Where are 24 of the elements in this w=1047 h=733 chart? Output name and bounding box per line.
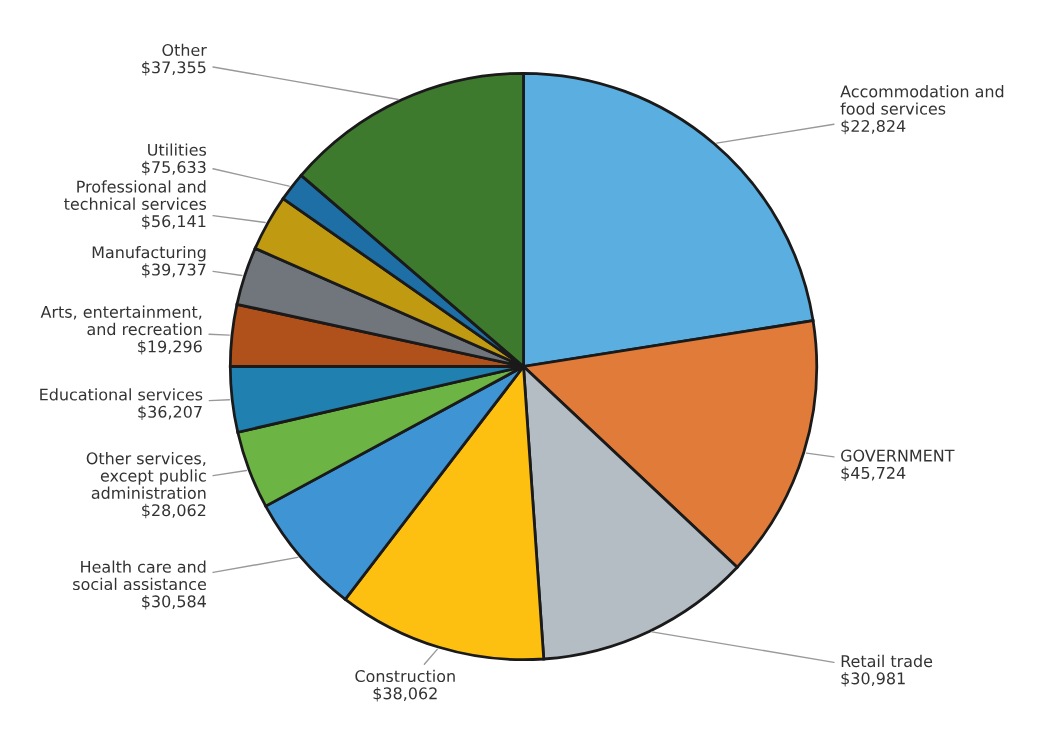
slice-label: Other — [162, 43, 207, 57]
text: $36,207 — [138, 405, 202, 420]
text: $75,633 — [142, 160, 206, 176]
text: $28,062 — [142, 503, 206, 519]
text: $37,355 — [142, 60, 206, 76]
slice-label: Construction — [355, 669, 455, 683]
text: $30,584 — [142, 595, 206, 610]
text: $22,824 — [841, 119, 906, 135]
slice-label: Arts, entertainment, and recreation — [40, 305, 202, 336]
text: $39,737 — [142, 263, 206, 278]
slice-label: Retail trade — [841, 654, 933, 668]
slice-label: Other services, except public administration — [86, 452, 206, 499]
text: $19,296 — [138, 340, 202, 355]
text: $45,724 — [841, 466, 906, 482]
slice-label: Educational services — [40, 388, 203, 401]
slice-label: GOVERNMENT — [841, 449, 955, 462]
text: $56,141 — [142, 214, 206, 230]
text: $30,981 — [841, 672, 905, 687]
slice-label: Manufacturing — [92, 245, 206, 262]
slice-label: Accommodation and food services — [840, 85, 1004, 115]
slice-label: Health care and social assistance — [73, 560, 206, 591]
text: $38,062 — [373, 687, 437, 702]
slice-label: Professional and technical services — [64, 180, 207, 210]
slice-label: Utilities — [148, 143, 207, 156]
